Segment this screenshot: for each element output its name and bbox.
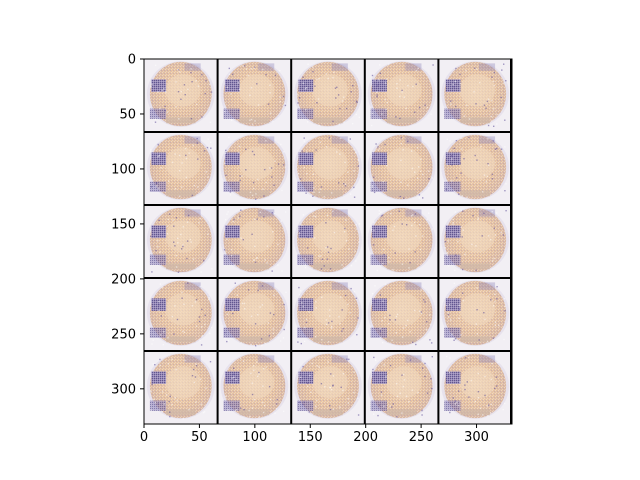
image-tile xyxy=(217,351,292,424)
image-tile xyxy=(217,59,292,132)
image-tile xyxy=(291,278,365,351)
image-tile xyxy=(438,132,512,205)
image-tile xyxy=(438,351,512,424)
image-tile xyxy=(144,59,218,132)
image-tile xyxy=(217,132,292,205)
image-tile xyxy=(438,59,512,132)
image-tile xyxy=(364,59,439,132)
image-tile xyxy=(144,132,218,205)
image-tile xyxy=(291,351,365,424)
image-tiles xyxy=(144,59,512,424)
image-tile xyxy=(291,59,365,132)
image-tile xyxy=(364,205,439,278)
image-tile xyxy=(364,278,439,351)
x-tick-label: 0 xyxy=(140,430,148,445)
image-tile xyxy=(144,278,218,351)
y-tick-label: 250 xyxy=(111,327,136,342)
image-tile xyxy=(291,132,365,205)
x-tick-label: 300 xyxy=(464,430,489,445)
y-tick-label: 200 xyxy=(111,272,136,287)
y-tick-label: 0 xyxy=(128,53,136,68)
image-tile xyxy=(364,351,439,424)
y-tick-label: 50 xyxy=(119,107,136,122)
x-tick-label: 50 xyxy=(191,430,208,445)
axes-frame xyxy=(143,58,513,425)
tile-separators xyxy=(144,59,512,424)
x-tick-label: 250 xyxy=(409,430,434,445)
x-tick-label: 150 xyxy=(298,430,323,445)
image-tile xyxy=(217,278,292,351)
image-tile xyxy=(364,132,439,205)
image-tile xyxy=(438,205,512,278)
image-tile xyxy=(144,351,218,424)
y-tick-label: 300 xyxy=(111,382,136,397)
image-tile xyxy=(144,205,218,278)
image-tile xyxy=(217,205,292,278)
image-tile xyxy=(291,205,365,278)
y-tick-label: 150 xyxy=(111,217,136,232)
x-tick-label: 200 xyxy=(353,430,378,445)
axes: 0 50 100 150 200 250 300 0 50 100 150 200 250 300 xyxy=(111,53,513,445)
x-tick-label: 100 xyxy=(242,430,267,445)
image-tile xyxy=(438,278,512,351)
y-tick-label: 100 xyxy=(111,162,136,177)
